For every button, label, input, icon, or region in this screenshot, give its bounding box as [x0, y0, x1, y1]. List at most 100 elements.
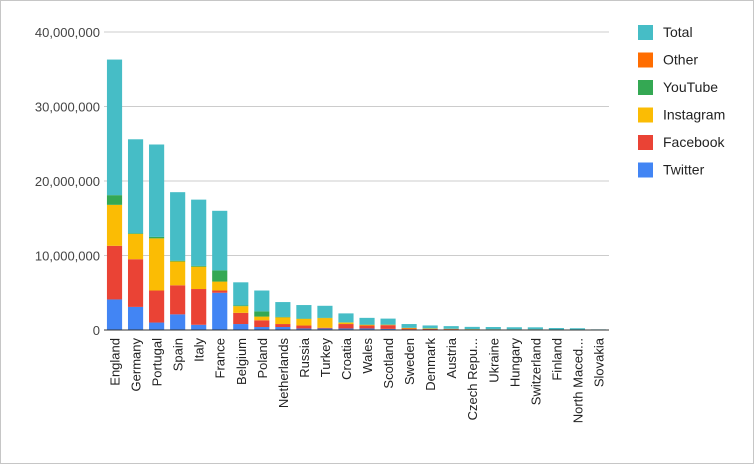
bar-segment-youtube — [149, 237, 164, 238]
y-axis-ticks: 0 10,000,000 20,000,000 30,000,000 40,000,00… — [35, 25, 100, 338]
bar-segment-twitter — [212, 293, 227, 330]
bar-segment-total — [486, 327, 501, 329]
bar-segment-twitter — [170, 314, 185, 330]
legend: TotalOtherYouTubeInstagramFacebookTwitte… — [638, 24, 725, 178]
y-tick-label: 40,000,000 — [35, 25, 100, 40]
bar-segment-twitter — [128, 307, 143, 330]
bar-segment-total — [317, 306, 332, 318]
legend-label-total: Total — [663, 24, 693, 40]
legend-swatch-total — [638, 25, 653, 40]
bar-segment-total — [402, 324, 417, 328]
x-tick-label: Finland — [549, 338, 564, 381]
legend-swatch-youtube — [638, 80, 653, 95]
bar-segment-facebook — [191, 289, 206, 325]
x-tick-label: Croatia — [339, 337, 354, 380]
bar-segment-instagram — [296, 319, 311, 326]
legend-label-other: Other — [663, 52, 698, 68]
bar-segment-instagram — [275, 317, 290, 324]
bar-segment-facebook — [402, 329, 417, 330]
x-tick-label: Slovakia — [591, 337, 606, 387]
bar-segment-instagram — [402, 328, 417, 329]
x-tick-label: Turkey — [318, 338, 333, 378]
bar-segment-instagram — [128, 234, 143, 259]
x-tick-label: Netherlands — [276, 338, 291, 409]
bar-segment-facebook — [128, 259, 143, 307]
bar-segment-youtube — [107, 195, 122, 205]
bar-segment-instagram — [212, 282, 227, 291]
bar-segment-total — [380, 319, 395, 325]
legend-swatch-other — [638, 53, 653, 68]
bar-segment-instagram — [317, 318, 332, 328]
bar-segment-instagram — [254, 317, 269, 321]
x-tick-label: Russia — [297, 337, 312, 378]
bars — [107, 60, 606, 330]
bar-segment-youtube — [254, 311, 269, 316]
bar-segment-facebook — [317, 328, 332, 329]
x-tick-label: Germany — [129, 338, 144, 392]
y-tick-label: 20,000,000 — [35, 174, 100, 189]
legend-swatch-twitter — [638, 163, 653, 178]
bar-segment-total — [212, 211, 227, 271]
bar-segment-total — [296, 305, 311, 318]
bar-segment-facebook — [233, 313, 248, 324]
x-tick-label: Poland — [255, 338, 270, 378]
bar-segment-youtube — [170, 261, 185, 262]
bar-segment-instagram — [191, 267, 206, 289]
bar-segment-instagram — [170, 261, 185, 285]
bar-segment-facebook — [296, 326, 311, 329]
bar-segment-facebook — [359, 326, 374, 329]
x-tick-label: England — [108, 338, 123, 386]
bar-segment-instagram — [233, 306, 248, 313]
x-tick-label: Belgium — [234, 338, 249, 385]
y-tick-label: 30,000,000 — [35, 100, 100, 115]
bar-segment-total — [275, 302, 290, 317]
legend-label-youtube: YouTube — [663, 79, 718, 95]
bar-segment-facebook — [170, 285, 185, 314]
bar-segment-youtube — [128, 233, 143, 234]
bar-segment-total — [233, 282, 248, 305]
y-tick-label: 0 — [93, 323, 100, 338]
bar-segment-total — [254, 291, 269, 312]
bar-segment-facebook — [212, 291, 227, 293]
bar-segment-twitter — [233, 324, 248, 330]
x-tick-label: France — [213, 338, 228, 378]
bar-segment-total — [107, 60, 122, 196]
bar-segment-youtube — [191, 266, 206, 267]
legend-label-facebook: Facebook — [663, 134, 725, 150]
bar-segment-total — [444, 326, 459, 329]
bar-segment-instagram — [149, 238, 164, 290]
bar-segment-total — [170, 192, 185, 261]
bar-segment-total — [528, 327, 543, 329]
bar-segment-total — [549, 328, 564, 329]
bar-segment-facebook — [380, 325, 395, 329]
x-tick-label: North Maced... — [570, 338, 585, 423]
bar-segment-facebook — [149, 291, 164, 323]
x-tick-label: Austria — [444, 337, 459, 378]
x-tick-label: Scotland — [381, 338, 396, 389]
y-tick-label: 10,000,000 — [35, 249, 100, 264]
bar-segment-total — [507, 327, 522, 329]
x-tick-label: Denmark — [423, 338, 438, 391]
x-tick-label: Sweden — [402, 338, 417, 385]
bar-segment-facebook — [275, 324, 290, 327]
bar-segment-facebook — [107, 246, 122, 300]
legend-swatch-instagram — [638, 108, 653, 123]
bar-segment-youtube — [212, 270, 227, 281]
bar-segment-twitter — [107, 299, 122, 330]
bar-segment-total — [338, 313, 353, 322]
bar-segment-twitter — [191, 325, 206, 330]
bar-segment-instagram — [359, 325, 374, 326]
bar-segment-total — [359, 318, 374, 325]
bar-segment-total — [149, 144, 164, 236]
bar-segment-youtube — [233, 305, 248, 306]
x-tick-label: Czech Repu... — [465, 338, 480, 420]
bar-segment-facebook — [423, 329, 438, 330]
x-tick-label: Ukraine — [486, 338, 501, 383]
bar-segment-total — [465, 327, 480, 329]
bar-segment-total — [128, 139, 143, 233]
bar-segment-twitter — [149, 323, 164, 330]
x-tick-label: Italy — [192, 338, 207, 362]
x-tick-label: Hungary — [507, 338, 522, 388]
